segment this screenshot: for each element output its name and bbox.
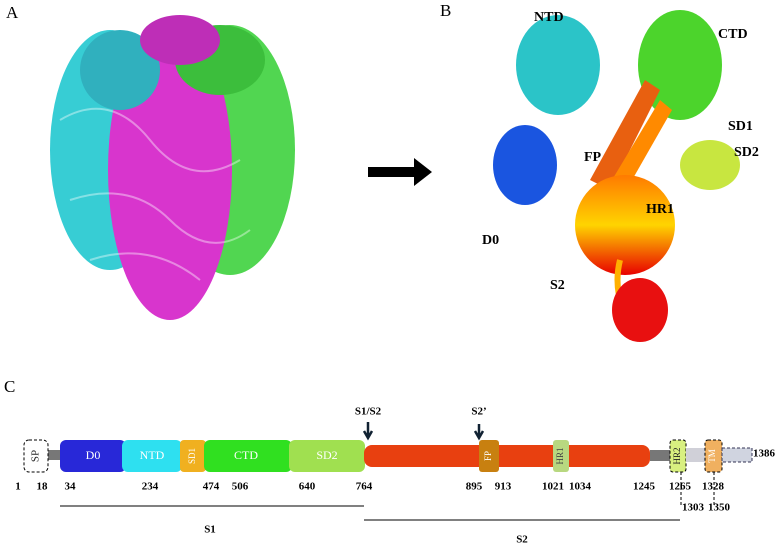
position-label: 640: [299, 481, 316, 493]
position-label: 1328: [702, 481, 725, 493]
cleavage-site: S1/S2: [355, 406, 382, 418]
trimer-structure: [50, 15, 295, 320]
position-label: 1386: [753, 448, 776, 460]
domain-name: FP: [483, 451, 493, 461]
domain-map: [23, 422, 753, 521]
domain-name: D0: [86, 448, 101, 462]
position-label: 1303: [682, 502, 705, 514]
monomer-structure: [493, 10, 740, 342]
domain-name: HR2: [672, 447, 682, 464]
domain-label: FP: [584, 150, 602, 165]
domain-label: D0: [482, 233, 499, 248]
domain-label: S2: [550, 278, 565, 293]
domain-name: TM: [707, 449, 717, 463]
panel-label: C: [4, 377, 15, 396]
domain-label: HR1: [646, 202, 674, 217]
subunit-label: S1: [204, 524, 216, 536]
arrow: [368, 158, 432, 186]
position-label: 1265: [669, 481, 692, 493]
domain-name: SD2: [316, 448, 337, 462]
position-label: 764: [356, 481, 373, 493]
position-label: 18: [37, 481, 49, 493]
position-label: 895: [466, 481, 483, 493]
domain-name: CTD: [234, 448, 258, 462]
panel-label: B: [440, 1, 451, 20]
domain-label: SD1: [728, 119, 753, 134]
cleavage-site: S2’: [471, 406, 486, 418]
domain-name: SP: [30, 450, 42, 462]
subunit-label: S2: [516, 534, 528, 546]
domain-name: SD1: [187, 448, 197, 464]
position-label: 34: [65, 481, 77, 493]
position-label: 913: [495, 481, 512, 493]
domain-label: NTD: [534, 10, 564, 25]
domain-label: SD2: [734, 145, 759, 160]
position-label: 474: [203, 481, 220, 493]
domain-name: HR1: [555, 447, 565, 464]
panel-label: A: [6, 3, 19, 22]
position-label: 234: [142, 481, 159, 493]
position-label: 506: [232, 481, 249, 493]
position-label: 1021: [542, 481, 564, 493]
position-label: 1034: [569, 481, 592, 493]
domain-label: CTD: [718, 27, 748, 42]
position-label: 1: [15, 481, 21, 493]
domain-name: NTD: [140, 448, 165, 462]
position-label: 1350: [708, 502, 731, 514]
position-label: 1245: [633, 481, 656, 493]
